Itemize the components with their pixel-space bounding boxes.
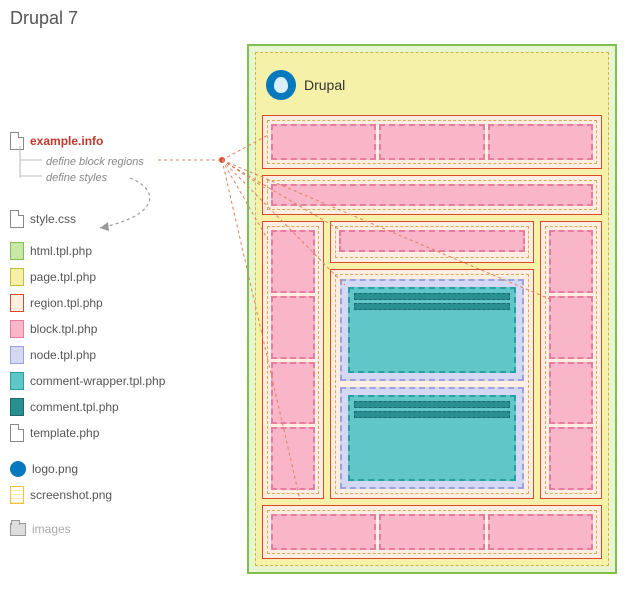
region-top	[262, 115, 602, 169]
file-screenshot: screenshot.png	[10, 482, 230, 508]
block	[271, 124, 376, 160]
mid-row	[262, 221, 602, 499]
file-region: region.tpl.php	[10, 290, 230, 316]
file-label: region.tpl.php	[30, 296, 103, 310]
swatch-comment	[10, 398, 24, 416]
file-label: screenshot.png	[30, 488, 112, 502]
file-label: page.tpl.php	[30, 270, 96, 284]
comment	[354, 303, 510, 310]
region-dash	[267, 180, 597, 210]
block	[549, 427, 593, 490]
node	[340, 387, 524, 489]
block	[549, 362, 593, 425]
comment-wrapper	[348, 287, 516, 373]
preview-html: Drupal	[247, 44, 617, 574]
info-sub1: define block regions	[46, 154, 230, 170]
folder-icon	[10, 523, 26, 536]
file-page: page.tpl.php	[10, 264, 230, 290]
info-sub2: define styles	[46, 170, 230, 186]
region-thin	[262, 175, 602, 215]
logo-row: Drupal	[262, 59, 602, 109]
region-dash	[267, 120, 597, 164]
file-html: html.tpl.php	[10, 238, 230, 264]
comment	[354, 411, 510, 418]
file-images: images	[10, 516, 230, 542]
file-label: comment.tpl.php	[30, 400, 119, 414]
file-label: logo.png	[32, 462, 78, 476]
file-list: example.info define block regions define…	[10, 128, 230, 542]
block	[488, 514, 593, 550]
file-comment: comment.tpl.php	[10, 394, 230, 420]
region-dash	[267, 226, 319, 494]
block	[379, 514, 484, 550]
doc-icon	[10, 210, 24, 228]
file-label: node.tpl.php	[30, 348, 96, 362]
swatch-region	[10, 294, 24, 312]
block	[271, 184, 593, 206]
region-bottom	[262, 505, 602, 559]
block	[379, 124, 484, 160]
node	[340, 279, 524, 381]
doc-icon	[10, 132, 24, 150]
block	[339, 230, 525, 252]
drupal-logo-icon	[266, 70, 296, 100]
swatch-page	[10, 268, 24, 286]
file-template: template.php	[10, 420, 230, 446]
block	[271, 296, 315, 359]
doc-icon	[10, 424, 24, 442]
file-info: example.info	[10, 128, 230, 154]
center-col	[330, 221, 534, 499]
region-content	[330, 269, 534, 499]
block	[549, 296, 593, 359]
region-dash	[335, 274, 529, 494]
comment	[354, 293, 510, 300]
swatch-block	[10, 320, 24, 338]
drupal-icon	[10, 461, 26, 477]
block	[271, 230, 315, 293]
file-label: template.php	[30, 426, 99, 440]
page-title: Drupal 7	[10, 8, 78, 29]
file-label: style.css	[30, 212, 76, 226]
region-dash	[545, 226, 597, 494]
file-label: images	[32, 522, 71, 536]
file-label: html.tpl.php	[30, 244, 92, 258]
block	[488, 124, 593, 160]
file-css: style.css	[10, 206, 230, 232]
file-label: block.tpl.php	[30, 322, 97, 336]
drupal-text: Drupal	[304, 77, 345, 93]
screenshot-icon	[10, 486, 24, 504]
file-block: block.tpl.php	[10, 316, 230, 342]
block	[271, 427, 315, 490]
preview-page: Drupal	[255, 52, 609, 566]
swatch-html	[10, 242, 24, 260]
block	[271, 514, 376, 550]
file-node: node.tpl.php	[10, 342, 230, 368]
region-dash	[267, 510, 597, 554]
file-logo: logo.png	[10, 456, 230, 482]
swatch-cwrap	[10, 372, 24, 390]
file-cwrap: comment-wrapper.tpl.php	[10, 368, 230, 394]
swatch-node	[10, 346, 24, 364]
region-right	[540, 221, 602, 499]
file-label: comment-wrapper.tpl.php	[30, 374, 165, 388]
comment	[354, 401, 510, 408]
block	[549, 230, 593, 293]
region-left	[262, 221, 324, 499]
block	[271, 362, 315, 425]
region-dash	[335, 226, 529, 258]
region-center-top	[330, 221, 534, 263]
comment-wrapper	[348, 395, 516, 481]
file-label: example.info	[30, 134, 103, 148]
